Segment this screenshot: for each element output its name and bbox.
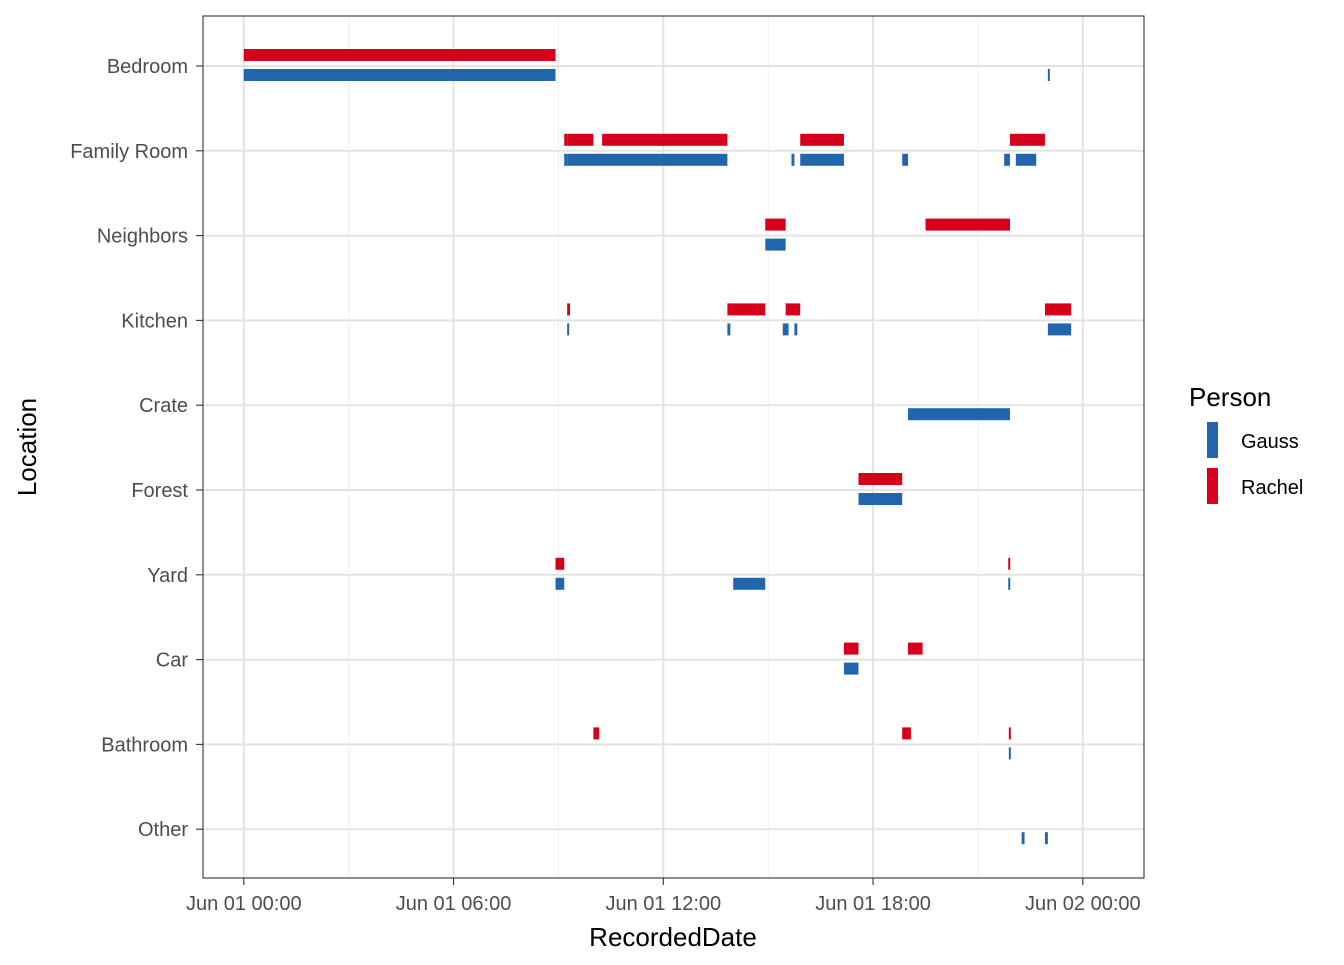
x-tick-label: Jun 01 06:00 bbox=[396, 893, 512, 915]
timeline-bar-gauss bbox=[243, 69, 556, 81]
timeline-bar-gauss bbox=[555, 577, 565, 590]
panel-border bbox=[202, 15, 1145, 879]
bars-layer bbox=[243, 49, 1072, 845]
y-tick-label: Neighbors bbox=[97, 226, 188, 248]
timeline-bar-gauss bbox=[1047, 69, 1050, 81]
y-tick-label: Other bbox=[138, 819, 188, 841]
legend: Person Gauss Rachel bbox=[1189, 382, 1303, 504]
x-tick-label: Jun 02 00:00 bbox=[1025, 893, 1141, 915]
y-tick-label: Crate bbox=[139, 395, 188, 417]
y-tick-label: Yard bbox=[147, 565, 188, 587]
timeline-bar-rachel bbox=[902, 727, 911, 740]
x-axis-title: RecordedDate bbox=[589, 922, 757, 952]
timeline-bar-rachel bbox=[243, 49, 556, 61]
timeline-bar-gauss bbox=[843, 662, 859, 675]
timeline-bar-gauss bbox=[1004, 153, 1010, 166]
y-axis-title: Location bbox=[12, 398, 42, 496]
timeline-bar-gauss bbox=[858, 493, 903, 505]
y-tick-label: Car bbox=[156, 650, 189, 672]
timeline-bar-gauss bbox=[902, 153, 909, 166]
timeline-bar-rachel bbox=[1008, 727, 1011, 740]
timeline-bar-gauss bbox=[1008, 747, 1011, 760]
y-tick-label: Bedroom bbox=[107, 56, 188, 78]
timeline-bar-rachel bbox=[555, 557, 565, 570]
timeline-bar-rachel bbox=[1044, 303, 1072, 316]
timeline-bar-gauss bbox=[1044, 832, 1048, 845]
timeline-bar-gauss bbox=[567, 323, 570, 336]
timeline-bar-rachel bbox=[765, 218, 786, 231]
timeline-bar-rachel bbox=[785, 303, 801, 316]
timeline-bar-gauss bbox=[794, 323, 798, 336]
legend-swatch-gauss bbox=[1207, 422, 1218, 458]
timeline-bar-gauss bbox=[1008, 577, 1011, 590]
timeline-bar-rachel bbox=[593, 727, 600, 740]
timeline-bar-gauss bbox=[567, 153, 728, 166]
timeline-bar-rachel bbox=[908, 642, 923, 655]
timeline-bar-gauss bbox=[800, 153, 844, 166]
timeline-bar-gauss bbox=[908, 408, 1010, 421]
timeline-bar-rachel bbox=[567, 303, 571, 316]
timeline-bar-gauss bbox=[1047, 323, 1072, 336]
timeline-bar-rachel bbox=[800, 133, 844, 146]
timeline-bar-rachel bbox=[727, 303, 766, 316]
x-tick-label: Jun 01 12:00 bbox=[605, 893, 721, 915]
legend-title: Person bbox=[1189, 382, 1271, 412]
legend-label-gauss: Gauss bbox=[1241, 431, 1299, 453]
timeline-bar-gauss bbox=[564, 153, 568, 166]
timeline-bar-gauss bbox=[782, 323, 789, 336]
timeline-bar-rachel bbox=[564, 133, 568, 146]
timeline-bar-rachel bbox=[858, 473, 903, 485]
timeline-bar-gauss bbox=[791, 153, 795, 166]
timeline-bar-gauss bbox=[733, 577, 766, 590]
timeline-bar-gauss bbox=[727, 323, 731, 336]
x-tick-label: Jun 01 00:00 bbox=[186, 893, 302, 915]
timeline-bar-rachel bbox=[567, 133, 594, 146]
y-tick-label: Forest bbox=[131, 480, 188, 502]
timeline-bar-rachel bbox=[925, 218, 1010, 231]
timeline-bar-rachel bbox=[602, 133, 728, 146]
timeline-bar-rachel bbox=[843, 642, 859, 655]
y-tick-label: Bathroom bbox=[101, 734, 188, 756]
timeline-bar-rachel bbox=[1009, 133, 1045, 146]
axes-layer: Jun 01 00:00 Jun 01 06:00 Jun 01 12:00 Jun … bbox=[70, 56, 1140, 915]
y-tick-label: Kitchen bbox=[121, 310, 188, 332]
timeline-bar-rachel bbox=[1008, 557, 1011, 570]
legend-swatch-rachel bbox=[1207, 468, 1218, 504]
legend-label-rachel: Rachel bbox=[1241, 477, 1303, 499]
timeline-bar-gauss bbox=[765, 238, 786, 251]
timeline-bar-gauss bbox=[1015, 153, 1037, 166]
timeline-bar-gauss bbox=[1021, 832, 1025, 845]
x-tick-label: Jun 01 18:00 bbox=[815, 893, 931, 915]
legend-items: Gauss Rachel bbox=[1207, 422, 1303, 504]
y-tick-label: Family Room bbox=[70, 141, 188, 163]
